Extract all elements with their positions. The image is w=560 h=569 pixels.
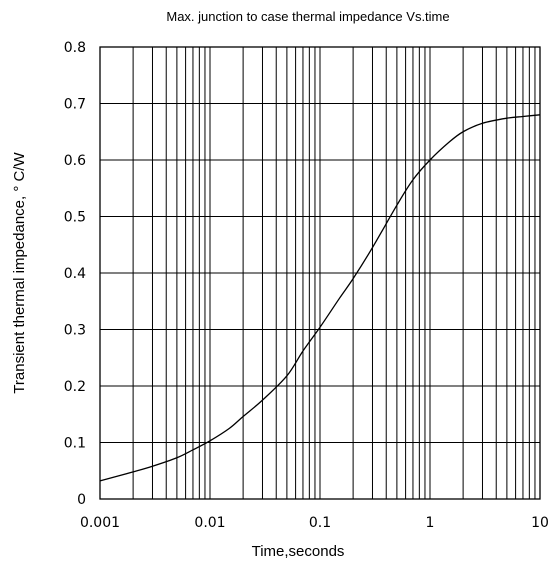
x-tick-label: 10: [531, 515, 549, 531]
grid-layer: [99, 46, 541, 500]
y-tick-label: 0: [77, 492, 86, 508]
y-tick-label: 0.6: [64, 153, 86, 169]
y-tick-label: 0.7: [64, 97, 86, 113]
tick-layer: 0.001 0.01 0.1 1 10 0 0.1 0.2 0.3 0.4 0.5 0.6 0.7 0.8: [64, 40, 549, 531]
y-tick-label: 0.2: [64, 379, 86, 395]
x-axis-label: Time,seconds: [252, 543, 345, 560]
plot-frame: [99, 46, 541, 500]
y-tick-label: 0.1: [64, 436, 86, 452]
x-tick-label: 0.001: [80, 515, 120, 531]
y-tick-label: 0.8: [64, 40, 86, 56]
x-tick-label: 1: [426, 515, 435, 531]
x-tick-label: 0.1: [309, 515, 331, 531]
y-axis-label: Transient thermal impedance, ° C/W: [11, 151, 28, 393]
series-line: [99, 114, 541, 482]
y-tick-label: 0.4: [64, 266, 86, 282]
y-tick-label: 0.3: [64, 323, 86, 339]
x-tick-label: 0.01: [194, 515, 225, 531]
chart-title: Max. junction to case thermal impedance …: [166, 9, 449, 24]
y-tick-label: 0.5: [64, 210, 86, 226]
